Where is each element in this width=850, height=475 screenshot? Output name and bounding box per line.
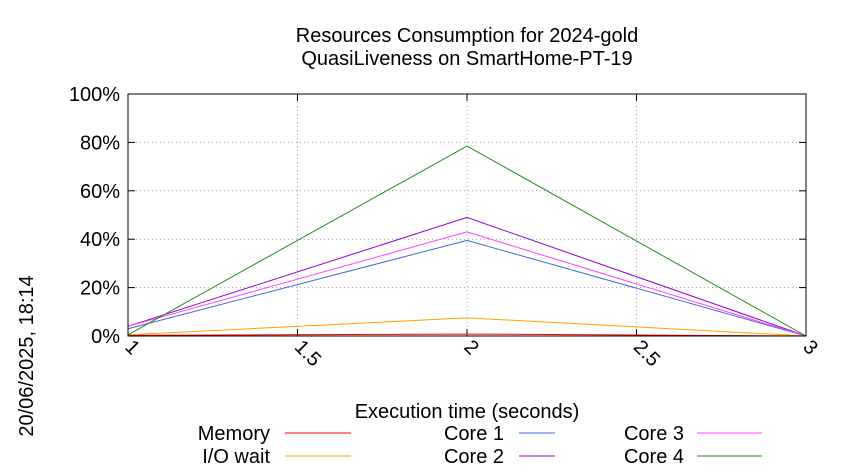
x-axis-label: Execution time (seconds) — [355, 401, 580, 423]
grid-lines — [128, 94, 806, 336]
series-line-memory — [127, 333, 807, 337]
legend-label-core-4: Core 4 — [624, 446, 684, 468]
series-line-i-o-wait — [127, 317, 807, 337]
x-tick-label: 2 — [459, 336, 482, 359]
timestamp: 20/06/2025, 18:14 — [16, 275, 38, 436]
series-line-core-4 — [127, 145, 807, 337]
chart-title: Resources Consumption for 2024-gold — [296, 25, 638, 47]
y-tick-label: 20% — [80, 278, 120, 300]
series-line-core-1 — [127, 239, 807, 337]
y-tick-label: 40% — [80, 229, 120, 251]
y-tick-label: 100% — [69, 84, 120, 106]
plot-frame — [127, 93, 807, 337]
chart-subtitle: QuasiLiveness on SmartHome-PT-19 — [301, 48, 632, 70]
legend-label-i-o-wait: I/O wait — [202, 446, 270, 468]
x-tick-label: 2.5 — [629, 336, 664, 371]
series-line-core-3 — [127, 231, 807, 337]
series-line-core-2 — [127, 216, 807, 337]
x-tick-label: 1.5 — [290, 336, 325, 371]
legend-label-memory: Memory — [198, 423, 270, 445]
legend-label-core-2: Core 2 — [444, 446, 504, 468]
y-axis: 0% 20% 40% 60% 80% 100% — [69, 84, 806, 348]
x-tick-label: 3 — [798, 336, 821, 359]
y-tick-label: 60% — [80, 181, 120, 203]
y-tick-label: 0% — [91, 326, 120, 348]
legend-label-core-1: Core 1 — [444, 423, 504, 445]
legend-label-core-3: Core 3 — [624, 423, 684, 445]
series-lines — [127, 145, 807, 337]
y-tick-label: 80% — [80, 132, 120, 154]
x-tick-label: 1 — [120, 336, 143, 359]
